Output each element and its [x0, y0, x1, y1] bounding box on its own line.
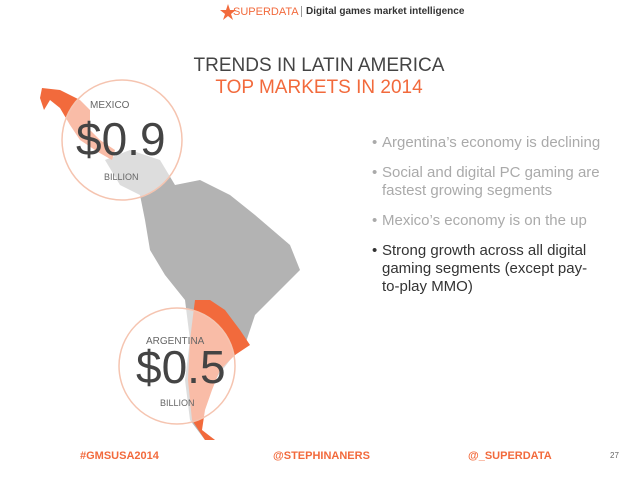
country-label: ARGENTINA	[146, 336, 205, 347]
argentina-circle	[118, 307, 236, 425]
bullet-list: Argentina’s economy is declining Social …	[372, 134, 602, 308]
bullet: Social and digital PC gaming are fastest…	[372, 164, 602, 200]
tagline: Digital games market intelligence	[301, 6, 464, 17]
brand: SUPERDATA	[233, 6, 299, 18]
star-logo	[220, 4, 236, 20]
page-number: 27	[610, 451, 619, 460]
footer-handle: @STEPHINANERS	[273, 450, 370, 462]
title: TRENDS IN LATIN AMERICA	[193, 55, 445, 76]
mexico-circle	[61, 79, 183, 201]
footer-hashtag: #GMSUSA2014	[80, 450, 159, 462]
bullet: Argentina’s economy is declining	[372, 134, 602, 152]
subtitle: TOP MARKETS IN 2014	[215, 77, 423, 98]
unit-label: BILLION	[160, 398, 195, 408]
market-value: $0.9	[76, 113, 166, 165]
bullet: Strong growth across all digital gaming …	[372, 242, 602, 296]
country-label: MEXICO	[90, 100, 130, 111]
footer-handle: @_SUPERDATA	[468, 450, 552, 462]
unit-label: BILLION	[104, 172, 139, 182]
south-america	[105, 150, 300, 440]
market-value: $0.5	[136, 341, 226, 393]
bullet: Mexico’s economy is on the up	[372, 212, 602, 230]
